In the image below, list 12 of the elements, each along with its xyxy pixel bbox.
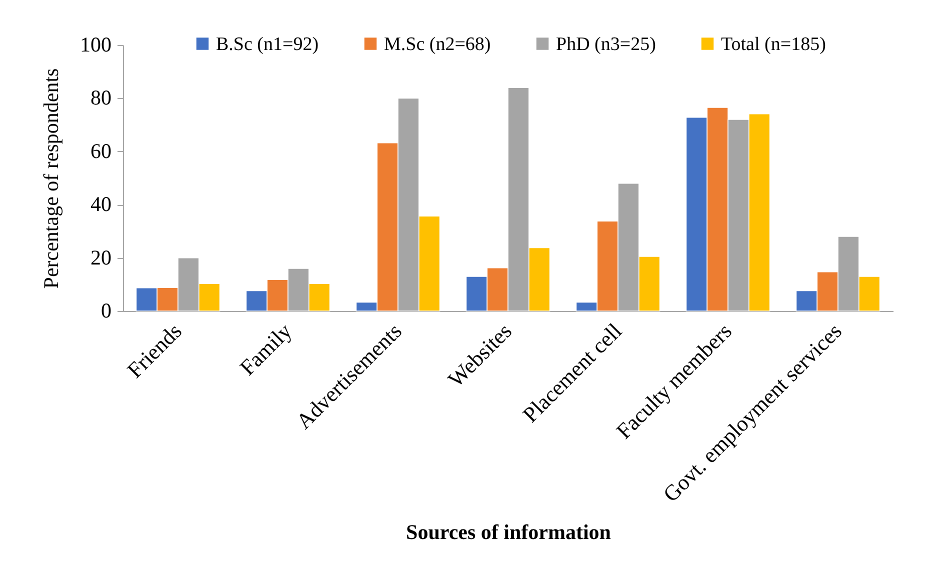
- y-tick-label: 60: [90, 138, 112, 163]
- y-tick-label: 80: [90, 86, 112, 110]
- legend-label: Total (n=185): [721, 34, 826, 55]
- legend-label: B.Sc (n1=92): [216, 34, 319, 55]
- legend-label: M.Sc (n2=68): [384, 34, 491, 55]
- x-axis-title: Sources of information: [406, 520, 612, 544]
- y-tick-label: 100: [80, 32, 112, 56]
- y-tick-label: 40: [90, 192, 112, 216]
- legend-label: PhD (n3=25): [556, 34, 656, 55]
- y-tick-label: 0: [101, 298, 112, 322]
- y-tick-label: 20: [90, 245, 112, 270]
- y-axis-title: Percentage of respondents: [39, 68, 63, 289]
